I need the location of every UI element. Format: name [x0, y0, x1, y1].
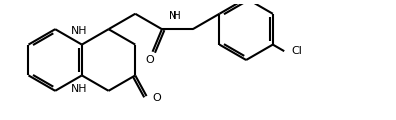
Text: H: H — [173, 11, 181, 21]
Text: NH: NH — [70, 26, 87, 36]
Text: NH: NH — [70, 84, 87, 94]
Text: N: N — [169, 11, 177, 21]
Text: O: O — [145, 55, 154, 66]
Text: O: O — [152, 93, 161, 103]
Text: Cl: Cl — [291, 46, 302, 56]
